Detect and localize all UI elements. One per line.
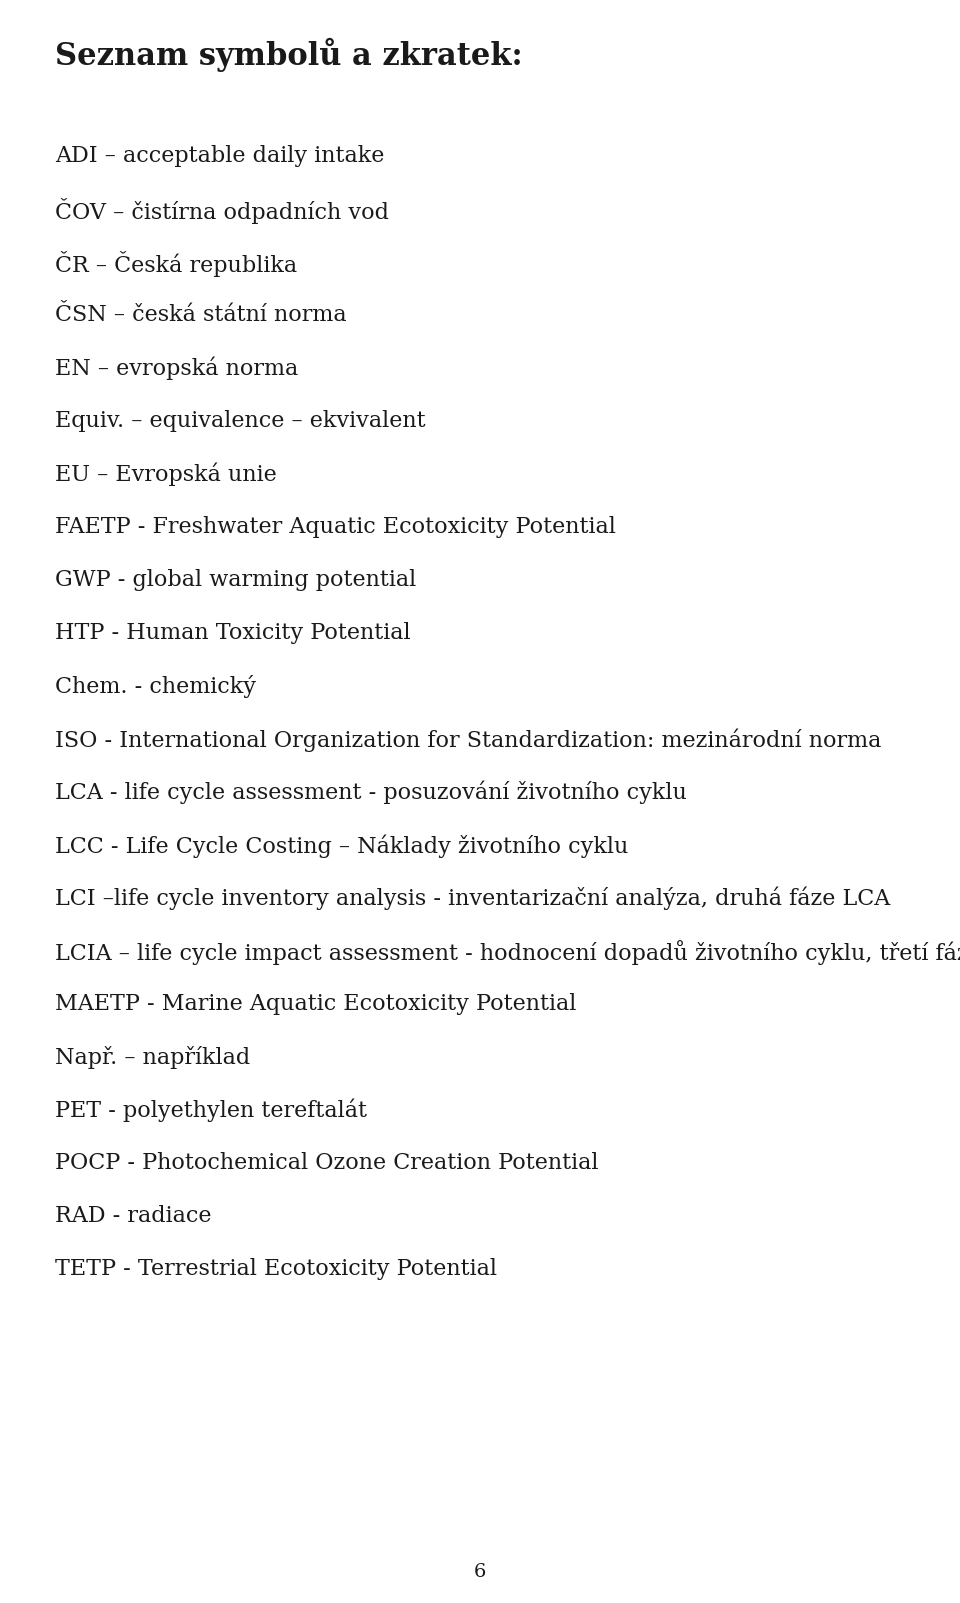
Text: RAD - radiace: RAD - radiace [55,1205,211,1226]
Text: EN – evropská norma: EN – evropská norma [55,357,299,380]
Text: Např. – například: Např. – například [55,1047,251,1069]
Text: MAETP - Marine Aquatic Ecotoxicity Potential: MAETP - Marine Aquatic Ecotoxicity Poten… [55,992,576,1015]
Text: LCA - life cycle assessment - posuzování životního cyklu: LCA - life cycle assessment - posuzování… [55,781,686,805]
Text: LCIA – life cycle impact assessment - hodnocení dopadů životního cyklu, třetí fá: LCIA – life cycle impact assessment - ho… [55,939,960,965]
Text: TETP - Terrestrial Ecotoxicity Potential: TETP - Terrestrial Ecotoxicity Potential [55,1258,497,1281]
Text: Equiv. – equivalence – ekvivalent: Equiv. – equivalence – ekvivalent [55,410,425,431]
Text: PET - polyethylen tereftalát: PET - polyethylen tereftalát [55,1100,367,1122]
Text: POCP - Photochemical Ozone Creation Potential: POCP - Photochemical Ozone Creation Pote… [55,1153,598,1173]
Text: LCI –life cycle inventory analysis - inventarizační analýza, druhá fáze LCA: LCI –life cycle inventory analysis - inv… [55,886,890,911]
Text: 6: 6 [474,1563,486,1581]
Text: HTP - Human Toxicity Potential: HTP - Human Toxicity Potential [55,622,411,644]
Text: GWP - global warming potential: GWP - global warming potential [55,569,417,592]
Text: EU – Evropská unie: EU – Evropská unie [55,463,276,486]
Text: Seznam symbolů a zkratek:: Seznam symbolů a zkratek: [55,38,523,72]
Text: Chem. - chemický: Chem. - chemický [55,675,256,697]
Text: ČSN – česká státní norma: ČSN – česká státní norma [55,305,347,325]
Text: LCC - Life Cycle Costing – Náklady životního cyklu: LCC - Life Cycle Costing – Náklady život… [55,834,629,858]
Text: ADI – acceptable daily intake: ADI – acceptable daily intake [55,144,384,167]
Text: FAETP - Freshwater Aquatic Ecotoxicity Potential: FAETP - Freshwater Aquatic Ecotoxicity P… [55,516,616,539]
Text: ISO - International Organization for Standardization: mezinárodní norma: ISO - International Organization for Sta… [55,728,881,752]
Text: ČR – Česká republika: ČR – Česká republika [55,252,298,277]
Text: ČOV – čistírna odpadních vod: ČOV – čistírna odpadních vod [55,199,389,224]
